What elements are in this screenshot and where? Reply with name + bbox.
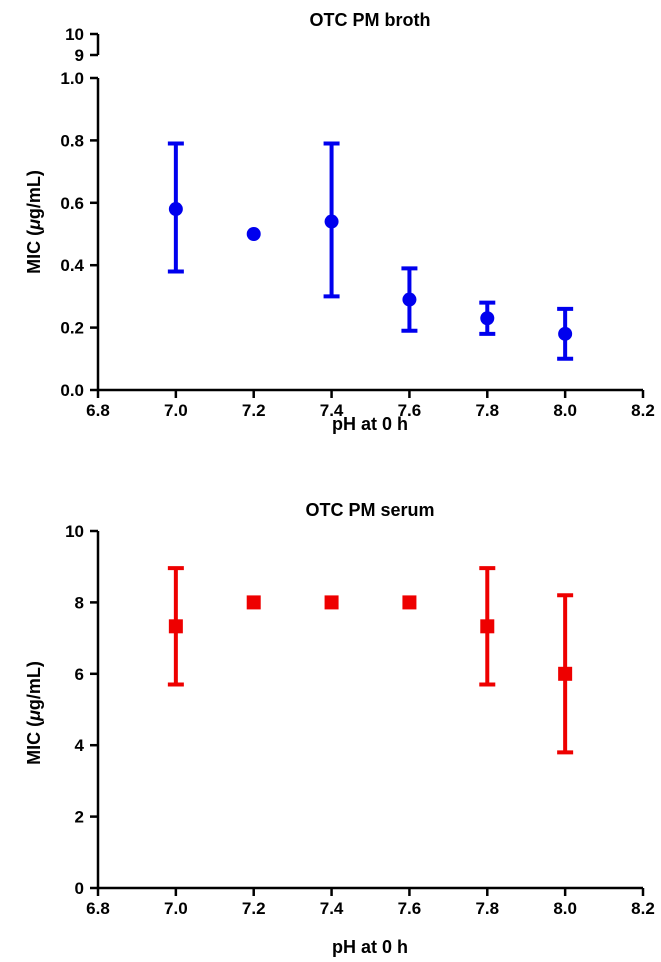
broth-chart-panel: OTC PM broth pH at 0 h MIC (μg/mL) 6.8 7.…: [24, 10, 655, 434]
broth-data-point: [480, 311, 495, 326]
serum-x-tick-label: 8.0: [553, 899, 577, 918]
broth-axes: 6.8 7.0 7.2 7.4 7.6 7.8 8.0 8.2 0.0 0.2 0.4 0.6 0.8 1…: [60, 25, 654, 420]
serum-x-tick-label: 7.0: [164, 899, 188, 918]
broth-x-tick-label: 7.4: [320, 401, 344, 420]
broth-data-point: [402, 292, 417, 307]
broth-y-axis-title-mu: μ: [24, 219, 44, 231]
broth-x-tick-label: 7.2: [242, 401, 266, 420]
broth-y-tick-label: 0.2: [60, 319, 84, 338]
broth-y-tick-label: 0.6: [60, 194, 84, 213]
broth-y-tick-label: 1.0: [60, 69, 84, 88]
broth-data-marks: [167, 141, 574, 361]
serum-data-point: [402, 595, 417, 610]
serum-y-tick-label: 4: [75, 736, 85, 755]
broth-x-tick-label: 7.0: [164, 401, 188, 420]
serum-data-point: [558, 666, 573, 681]
broth-y-tick-label: 0.4: [60, 256, 84, 275]
serum-x-tick-label: 7.4: [320, 899, 344, 918]
serum-x-tick-label: 7.6: [398, 899, 422, 918]
serum-data-point: [168, 619, 183, 634]
serum-y-tick-label: 0: [75, 879, 84, 898]
broth-chart-title: OTC PM broth: [310, 10, 431, 30]
serum-data-point: [246, 595, 261, 610]
serum-x-axis-title: pH at 0 h: [332, 937, 408, 957]
broth-x-tick-label: 8.0: [553, 401, 577, 420]
serum-y-axis-title-suffix: g/mL): [24, 661, 44, 710]
broth-x-tick-label: 8.2: [631, 401, 655, 420]
serum-x-tick-label: 7.8: [475, 899, 499, 918]
broth-data-point: [324, 214, 339, 229]
serum-x-tick-label: 7.2: [242, 899, 266, 918]
broth-y-axis-title-prefix: MIC (: [24, 230, 44, 274]
broth-data-point: [558, 326, 573, 341]
broth-y-tick-label: 0.8: [60, 131, 84, 150]
broth-x-axis-title: pH at 0 h: [332, 414, 408, 434]
serum-y-tick-label: 8: [75, 593, 84, 612]
serum-chart-panel: OTC PM serum pH at 0 h MIC (μg/mL) 6.8 7.…: [24, 500, 655, 957]
serum-axes: 6.8 7.0 7.2 7.4 7.6 7.8 8.0 8.2 0 2 4 6 8 10: [65, 522, 655, 918]
serum-y-axis-title: MIC (μg/mL): [24, 661, 44, 765]
serum-y-tick-label: 2: [75, 808, 84, 827]
serum-x-tick-label: 8.2: [631, 899, 655, 918]
broth-y-break-tick-label: 10: [65, 25, 84, 44]
serum-y-axis-title-prefix: MIC (: [24, 721, 44, 765]
serum-data-point: [324, 595, 339, 610]
broth-y-axis-title: MIC (μg/mL): [24, 170, 44, 274]
serum-y-tick-label: 10: [65, 522, 84, 541]
serum-data-point: [480, 619, 495, 634]
broth-y-tick-label: 0.0: [60, 381, 84, 400]
broth-y-axis-title-suffix: g/mL): [24, 170, 44, 219]
broth-data-point: [168, 202, 183, 217]
serum-chart-title: OTC PM serum: [305, 500, 434, 520]
broth-data-point: [246, 227, 261, 241]
broth-x-tick-label: 7.6: [398, 401, 422, 420]
broth-x-tick-label: 6.8: [86, 401, 110, 420]
broth-x-tick-label: 7.8: [475, 401, 499, 420]
serum-y-tick-label: 6: [75, 665, 84, 684]
serum-x-tick-label: 6.8: [86, 899, 110, 918]
serum-data-marks: [167, 566, 574, 755]
serum-y-axis-title-mu: μ: [24, 710, 44, 722]
broth-y-break-tick-label: 9: [75, 46, 84, 65]
